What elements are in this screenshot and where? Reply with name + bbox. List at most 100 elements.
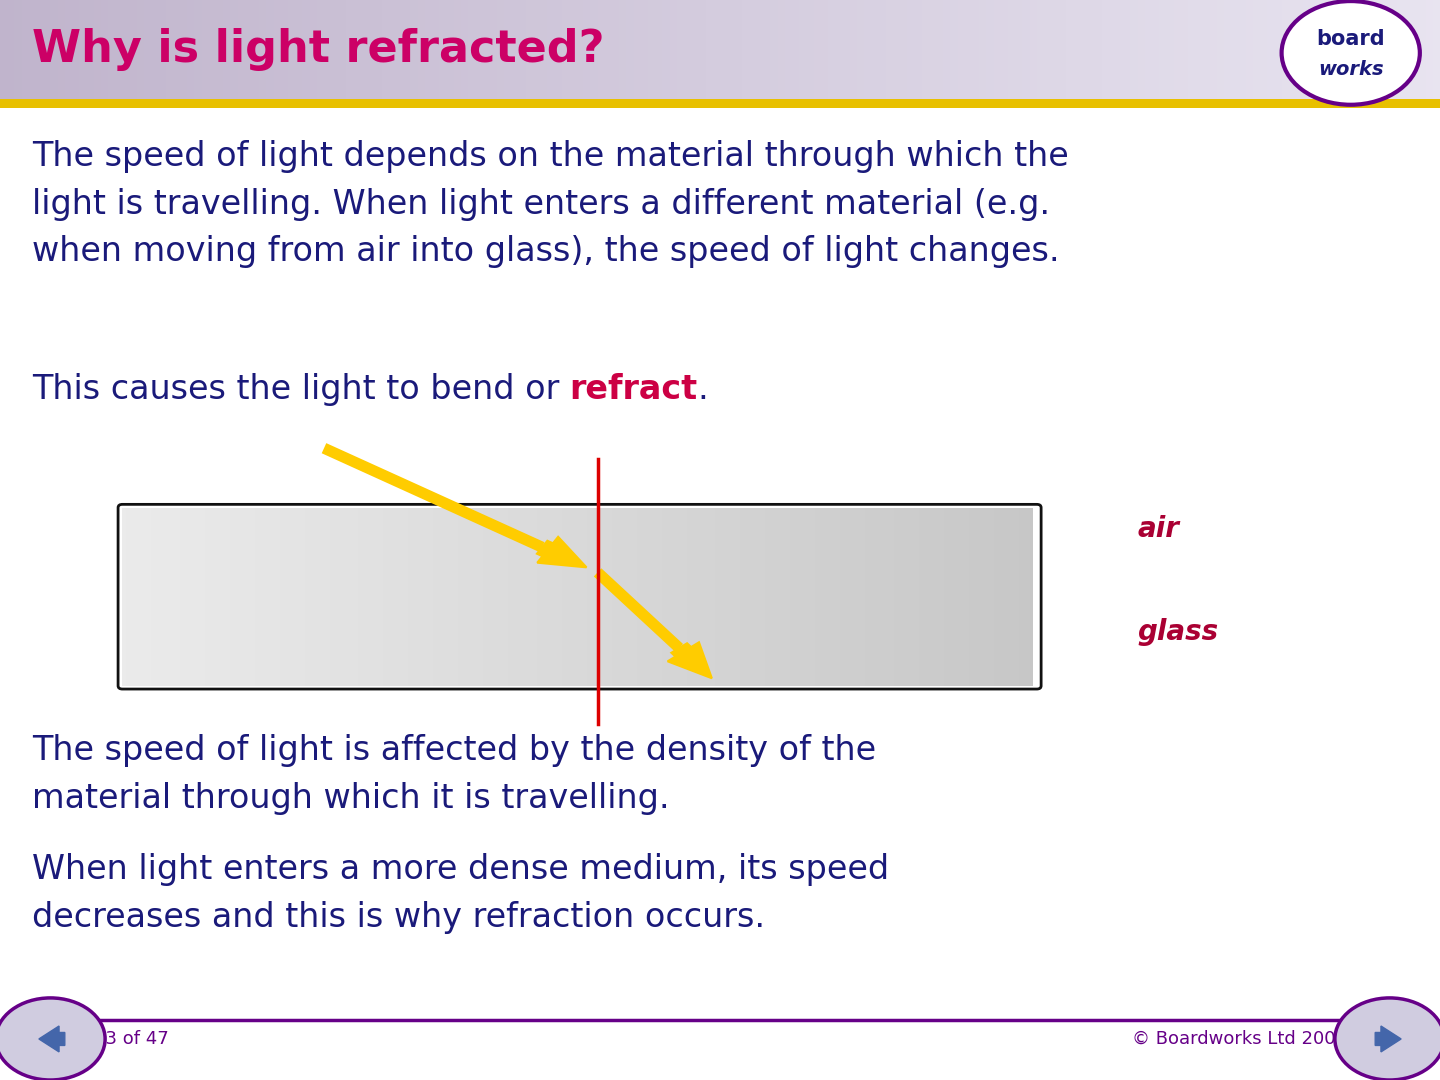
Bar	[634, 508, 636, 686]
Bar	[382, 0, 389, 99]
Bar	[701, 508, 704, 686]
Bar	[501, 508, 504, 686]
Bar	[1027, 508, 1030, 686]
Bar	[454, 0, 461, 99]
Bar	[166, 508, 168, 686]
Bar	[269, 508, 272, 686]
Bar	[477, 508, 480, 686]
Bar	[333, 508, 337, 686]
Bar	[890, 508, 894, 686]
Bar	[805, 508, 808, 686]
Bar	[629, 508, 634, 686]
Bar	[354, 508, 359, 686]
Bar	[900, 0, 907, 99]
Bar	[670, 508, 672, 686]
Bar	[395, 508, 397, 686]
Bar	[197, 508, 202, 686]
Bar	[219, 508, 222, 686]
Bar	[229, 508, 233, 686]
Bar	[675, 508, 680, 686]
Bar	[798, 508, 801, 686]
Bar	[783, 508, 786, 686]
Bar	[848, 508, 851, 686]
Bar	[691, 0, 698, 99]
Bar	[108, 0, 115, 99]
Bar	[976, 508, 979, 686]
Bar	[930, 508, 933, 686]
Bar	[683, 508, 687, 686]
Bar	[984, 508, 986, 686]
Bar	[909, 508, 912, 686]
Bar	[626, 0, 634, 99]
Bar	[462, 508, 465, 686]
Bar	[893, 0, 900, 99]
Bar	[991, 508, 994, 686]
Bar	[815, 508, 819, 686]
Bar	[854, 508, 858, 686]
Bar	[651, 508, 655, 686]
Bar	[573, 508, 576, 686]
Bar	[387, 508, 390, 686]
Bar	[756, 0, 763, 99]
Bar	[441, 508, 444, 686]
Bar	[814, 0, 821, 99]
Bar	[122, 508, 125, 686]
Bar	[410, 0, 418, 99]
Bar	[1260, 0, 1267, 99]
Bar	[713, 0, 720, 99]
Bar	[403, 0, 410, 99]
Bar	[366, 508, 369, 686]
Bar	[1433, 0, 1440, 99]
Bar	[1231, 0, 1238, 99]
Bar	[1310, 0, 1318, 99]
Bar	[1346, 0, 1354, 99]
Bar	[258, 508, 262, 686]
Bar	[455, 508, 458, 686]
Text: glass: glass	[1138, 618, 1218, 646]
Bar	[600, 508, 605, 686]
Bar	[359, 508, 361, 686]
Bar	[998, 508, 1001, 686]
Bar	[511, 0, 518, 99]
Bar	[101, 0, 108, 99]
Bar	[436, 508, 441, 686]
Bar	[204, 508, 209, 686]
Bar	[194, 508, 197, 686]
Bar	[923, 508, 926, 686]
Bar	[389, 0, 396, 99]
Bar	[526, 0, 533, 99]
Bar	[822, 508, 827, 686]
Bar	[730, 508, 733, 686]
Bar	[950, 0, 958, 99]
Bar	[1289, 0, 1296, 99]
Bar	[245, 0, 252, 99]
Bar	[943, 0, 950, 99]
Bar	[878, 0, 886, 99]
Text: This causes the light to bend or: This causes the light to bend or	[32, 373, 570, 406]
Bar	[533, 508, 537, 686]
Bar	[1080, 0, 1087, 99]
Bar	[540, 0, 547, 99]
Bar	[972, 508, 976, 686]
Bar	[612, 508, 615, 686]
Bar	[317, 0, 324, 99]
Bar	[518, 0, 526, 99]
Bar	[844, 508, 848, 686]
Bar	[279, 508, 284, 686]
Bar	[876, 508, 880, 686]
Bar	[547, 508, 552, 686]
Bar	[209, 0, 216, 99]
Bar	[465, 508, 469, 686]
Bar	[842, 0, 850, 99]
Bar	[579, 508, 583, 686]
Bar	[511, 508, 516, 686]
Bar	[901, 508, 904, 686]
Bar	[215, 508, 219, 686]
Bar	[742, 0, 749, 99]
Bar	[662, 0, 670, 99]
Bar	[1022, 508, 1027, 686]
Bar	[79, 0, 86, 99]
Bar	[29, 0, 36, 99]
FancyArrow shape	[1375, 1026, 1401, 1052]
Bar	[408, 508, 412, 686]
